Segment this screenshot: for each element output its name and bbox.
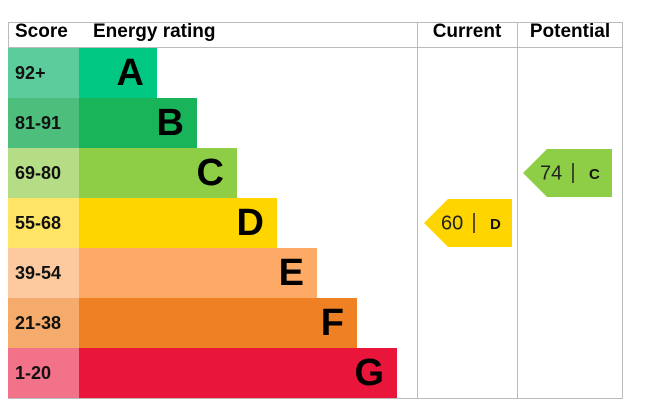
score-cell [8,248,79,298]
header-score: Score [15,21,68,42]
potential-rating: C [589,166,600,183]
rating-letter: G [354,352,384,394]
rating-letter: E [279,252,304,294]
score-cell [8,98,79,148]
score-label: 21-38 [15,313,61,333]
score-cell [8,348,79,398]
score-label: 92+ [15,63,46,83]
rating-letter: C [197,152,224,194]
score-cell [8,48,79,98]
header-potential: Potential [530,21,610,42]
potential-arrow [523,149,612,197]
rating-letter: D [237,202,264,244]
rating-bar [79,148,237,198]
header-current: Current [433,21,502,42]
score-cell [8,148,79,198]
rating-bar [79,48,157,98]
score-label: 1-20 [15,363,51,383]
rating-bar [79,98,197,148]
score-cell [8,198,79,248]
score-label: 39-54 [15,263,61,283]
score-label: 69-80 [15,163,61,183]
rating-letter: B [157,102,184,144]
current-value: 60 [441,212,463,234]
score-label: 55-68 [15,213,61,233]
rating-bar [79,248,317,298]
rating-bar [79,298,357,348]
potential-value: 74 [540,162,562,184]
current-rating: D [490,216,501,233]
rating-letter: F [321,302,344,344]
score-cell [8,298,79,348]
rating-letter: A [117,52,144,94]
rating-bar [79,198,277,248]
rating-bar [79,348,397,398]
header-rating: Energy rating [93,21,215,42]
current-arrow [424,199,512,247]
score-label: 81-91 [15,113,61,133]
